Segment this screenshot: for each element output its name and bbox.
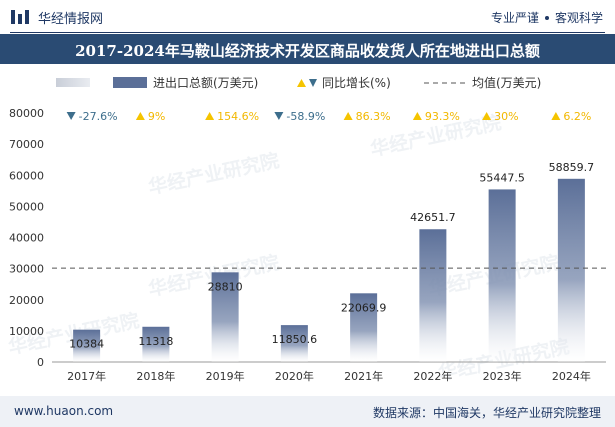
footer-website[interactable]: www.huaon.com — [14, 404, 114, 418]
growth-label: -27.6% — [79, 110, 118, 123]
growth-label: -58.9% — [286, 110, 325, 123]
bar-value-label: 28810 — [208, 280, 243, 293]
brand-tag-right: 客观科学 — [554, 11, 603, 25]
bar — [488, 189, 516, 362]
growth-up-triangle-icon — [551, 112, 561, 120]
y-tick-label: 80000 — [9, 107, 44, 120]
y-tick-label: 30000 — [9, 263, 44, 276]
watermark-text: 华经产业研究院 — [146, 149, 281, 199]
growth-label: 30% — [494, 110, 518, 123]
growth-up-triangle-icon — [482, 112, 492, 120]
bar — [419, 229, 447, 362]
growth-up-triangle-icon — [343, 112, 353, 120]
legend-label-total: 进出口总额(万美元) — [153, 76, 258, 90]
bar-value-label: 22069.9 — [341, 301, 387, 314]
bar-value-label: 11850.6 — [272, 333, 318, 346]
legend-swatch-fade — [56, 78, 90, 87]
brand-tag-left: 专业严谨 — [490, 11, 539, 25]
bar-value-label: 10384 — [69, 338, 104, 351]
x-tick-label: 2017年 — [67, 369, 106, 383]
legend-label-average: 均值(万美元) — [472, 75, 541, 90]
bar — [142, 326, 170, 362]
bar-series — [73, 178, 585, 362]
x-tick-label: 2022年 — [413, 369, 452, 383]
y-tick-label: 50000 — [9, 200, 44, 213]
growth-up-triangle-icon — [135, 112, 145, 120]
footer: www.huaon.com 数据来源：中国海关，华经产业研究院整理 — [0, 396, 615, 427]
chart-title: 2017-2024年马鞍山经济技术开发区商品收发货人所在地进出口总额 — [75, 42, 540, 60]
brand-tagline: 专业严谨 客观科学 — [491, 9, 603, 26]
title-band: 2017-2024年马鞍山经济技术开发区商品收发货人所在地进出口总额 — [0, 34, 615, 64]
legend-swatch-bar — [113, 77, 147, 88]
bar — [557, 178, 585, 362]
legend-up-triangle-icon — [297, 79, 306, 87]
x-tick-label: 2021年 — [344, 369, 383, 383]
bar-value-label: 58859.7 — [549, 161, 595, 174]
value-labels: 10384 11318 28810 11850.6 22069.9 42651.7 5544… — [69, 161, 594, 351]
brand-divider — [10, 32, 605, 33]
bar-value-label: 11318 — [138, 335, 173, 348]
bar — [211, 272, 239, 362]
bar — [280, 325, 308, 362]
y-tick-label: 40000 — [9, 232, 44, 245]
y-axis: 0 10000 20000 30000 40000 50000 60000 70000 8000… — [9, 107, 44, 369]
x-tick-labels: 2017年 2018年 2019年 2020年 2021年 2022年 2023年 2024年 — [67, 369, 591, 383]
brand-bar: 华经情报网 专业严谨 客观科学 — [0, 0, 615, 34]
growth-label: 9% — [148, 110, 165, 123]
growth-down-triangle-icon — [274, 112, 284, 120]
x-tick-label: 2024年 — [552, 369, 591, 383]
y-tick-label: 10000 — [9, 325, 44, 338]
growth-labels: -27.6% 9% 154.6% -58.9% 86.3% 93.3% 30% 6.2% — [66, 110, 591, 123]
bar-value-label: 42651.7 — [410, 211, 456, 224]
x-tick-label: 2018年 — [136, 369, 175, 383]
bar — [350, 293, 378, 362]
brand-logo-icon — [11, 10, 29, 24]
legend-down-triangle-icon — [309, 79, 317, 87]
growth-label: 93.3% — [425, 110, 460, 123]
x-tick-label: 2019年 — [206, 369, 245, 383]
chart: 华经产业研究院华经产业研究院华经产业研究院华经产业研究院华经产业研究院华经产业研… — [6, 75, 606, 385]
y-tick-label: 70000 — [9, 138, 44, 151]
y-tick-label: 0 — [37, 356, 44, 369]
growth-down-triangle-icon — [66, 112, 76, 120]
x-tick-label: 2023年 — [483, 369, 522, 383]
legend-label-growth: 同比增长(%) — [322, 76, 391, 90]
legend: 进出口总额(万美元) 同比增长(%) 均值(万美元) — [56, 75, 541, 90]
growth-up-triangle-icon — [205, 112, 215, 120]
growth-label: 86.3% — [356, 110, 391, 123]
growth-up-triangle-icon — [412, 112, 422, 120]
growth-label: 154.6% — [217, 110, 259, 123]
brand-name: 华经情报网 — [38, 12, 104, 27]
y-tick-label: 20000 — [9, 294, 44, 307]
y-tick-label: 60000 — [9, 169, 44, 182]
bar — [73, 329, 101, 362]
footer-source: 数据来源：中国海关，华经产业研究院整理 — [372, 406, 601, 420]
growth-label: 6.2% — [563, 110, 591, 123]
x-tick-label: 2020年 — [275, 369, 314, 383]
bar-value-label: 55447.5 — [479, 171, 525, 184]
bullet-dot-icon — [544, 16, 549, 20]
